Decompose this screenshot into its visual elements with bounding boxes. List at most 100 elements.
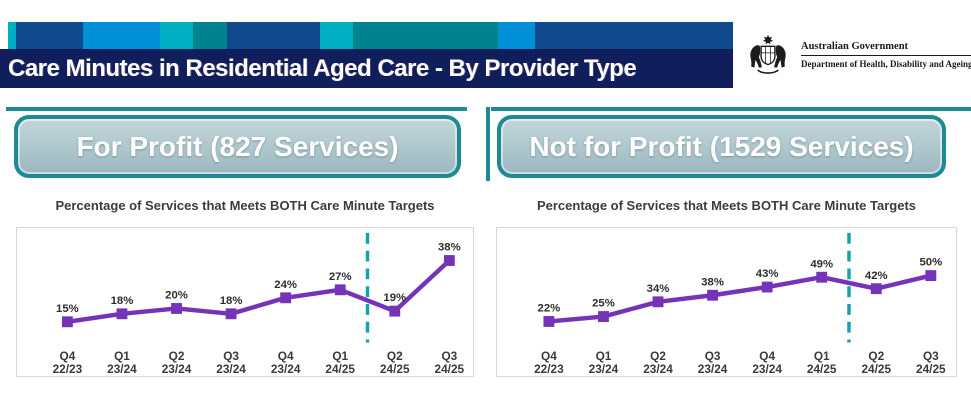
data-point-marker	[707, 289, 719, 301]
data-label: 18%	[111, 295, 134, 307]
data-label: 38%	[701, 276, 724, 288]
data-label: 24%	[274, 279, 297, 291]
x-axis-label-year: 23/24	[216, 362, 246, 376]
data-label: 22%	[538, 303, 561, 315]
for-profit-button[interactable]: For Profit (827 Services)	[14, 115, 461, 178]
x-axis-label-year: 24/25	[435, 362, 465, 376]
x-axis-label-quarter: Q1	[814, 349, 830, 363]
x-axis-label-year: 24/25	[861, 362, 891, 376]
data-label: 27%	[329, 271, 352, 283]
x-axis-label-year: 24/25	[807, 362, 837, 376]
x-axis-label-quarter: Q4	[759, 349, 775, 363]
panel-divider-rule	[486, 107, 490, 181]
stripe-segment	[227, 22, 320, 49]
data-point-marker	[171, 303, 182, 314]
x-axis-label-quarter: Q1	[114, 349, 130, 363]
stripe-segment	[535, 22, 733, 49]
x-axis-label-year: 23/24	[643, 362, 673, 376]
x-axis-label-quarter: Q3	[223, 349, 239, 363]
x-axis-label-year: 23/24	[107, 362, 137, 376]
crest-kangaroo	[750, 45, 762, 68]
logo-lockup: Australian Government Department of Heal…	[801, 41, 971, 69]
x-axis-label-year: 24/25	[916, 362, 946, 376]
data-point-marker	[652, 296, 664, 308]
x-axis-label-year: 23/24	[698, 362, 728, 376]
x-axis-label-quarter: Q3	[441, 349, 457, 363]
crest-scroll	[757, 69, 779, 74]
not-for-profit-button[interactable]: Not for Profit (1529 Services)	[497, 115, 946, 178]
stripe-segment	[160, 22, 193, 49]
x-axis-label-quarter: Q2	[387, 349, 403, 363]
for-profit-chart-canvas: 15%Q422/2318%Q123/2420%Q223/2418%Q323/24…	[53, 232, 465, 376]
data-label: 38%	[438, 242, 461, 254]
x-axis-label-year: 23/24	[162, 362, 192, 376]
logo-department-text: Department of Health, Disability and Age…	[801, 59, 971, 69]
australian-coat-of-arms-icon	[750, 35, 786, 74]
left-chart-title: Percentage of Services that Meets BOTH C…	[55, 198, 435, 213]
page-title: Care Minutes in Residential Aged Care - …	[8, 54, 637, 82]
data-label: 18%	[220, 295, 243, 307]
x-axis-label-quarter: Q2	[650, 349, 666, 363]
x-axis-label-quarter: Q1	[332, 349, 348, 363]
data-label: 20%	[165, 290, 188, 302]
x-axis-label-year: 24/25	[380, 362, 410, 376]
australian-government-logo: Australian Government Department of Heal…	[742, 34, 971, 76]
data-label: 25%	[592, 298, 615, 310]
x-axis-label-year: 23/24	[752, 362, 782, 376]
data-label: 50%	[919, 257, 942, 269]
stripe-segment	[498, 22, 535, 49]
data-point-marker	[61, 316, 73, 328]
data-point-marker	[334, 284, 346, 296]
data-point-marker	[116, 308, 128, 320]
stripe-segment	[83, 22, 160, 49]
data-label: 49%	[810, 258, 833, 270]
stripe-segment	[193, 22, 227, 49]
header-color-stripe	[0, 22, 733, 49]
left-panel-top-rule	[6, 107, 467, 111]
trend-line	[67, 258, 451, 324]
right-chart-title: Percentage of Services that Meets BOTH C…	[536, 198, 917, 213]
x-axis-label-quarter: Q2	[169, 349, 185, 363]
data-point-marker	[870, 283, 882, 295]
data-point-marker	[816, 271, 828, 283]
data-label: 42%	[865, 270, 888, 282]
right-panel-top-rule	[491, 107, 971, 111]
data-point-marker	[389, 305, 401, 317]
crest-star	[763, 35, 773, 45]
data-point-marker	[543, 316, 555, 327]
logo-government-text: Australian Government	[801, 41, 971, 56]
not-for-profit-line-chart[interactable]: 22% Q4 22/23 25% Q1 23/24 34% Q2 23/24 38% Q3 23/24…	[496, 227, 957, 377]
crest-shield	[760, 45, 776, 66]
x-axis-label-quarter: Q4	[60, 349, 76, 363]
x-axis-label-year: 22/23	[534, 362, 564, 376]
data-label: 15%	[56, 303, 79, 315]
x-axis-label-year: 24/25	[325, 362, 355, 376]
data-point-marker	[761, 281, 773, 293]
stripe-segment	[353, 22, 498, 49]
stripe-segment	[0, 22, 8, 49]
x-axis-label-quarter: Q4	[541, 349, 557, 363]
data-point-marker	[225, 308, 237, 320]
x-axis-label-quarter: Q2	[868, 349, 884, 363]
data-label: 43%	[756, 268, 779, 280]
x-axis-label-quarter: Q3	[923, 349, 939, 363]
x-axis-label-year: 23/24	[271, 362, 301, 376]
stripe-segment	[8, 22, 16, 49]
data-point-marker	[925, 270, 937, 281]
not-for-profit-chart-canvas: 22%Q422/2325%Q123/2434%Q223/2438%Q323/24…	[534, 232, 946, 376]
for-profit-line-chart[interactable]: 15% Q4 22/23 18% Q1 23/24 20% Q2 23/24 18% Q3 23/24…	[16, 227, 474, 377]
data-label: 34%	[647, 283, 670, 295]
crest-emu	[774, 45, 786, 68]
data-point-marker	[598, 311, 609, 322]
x-axis-label-quarter: Q4	[278, 349, 294, 363]
stripe-segment	[16, 22, 83, 49]
trend-line	[548, 273, 932, 324]
x-axis-label-year: 22/23	[53, 362, 83, 376]
stripe-segment	[320, 22, 353, 49]
title-bar: Care Minutes in Residential Aged Care - …	[0, 49, 733, 88]
x-axis-label-quarter: Q3	[705, 349, 721, 363]
x-axis-label-year: 23/24	[589, 362, 619, 376]
data-label: 19%	[383, 292, 406, 304]
data-point-marker	[280, 292, 292, 304]
